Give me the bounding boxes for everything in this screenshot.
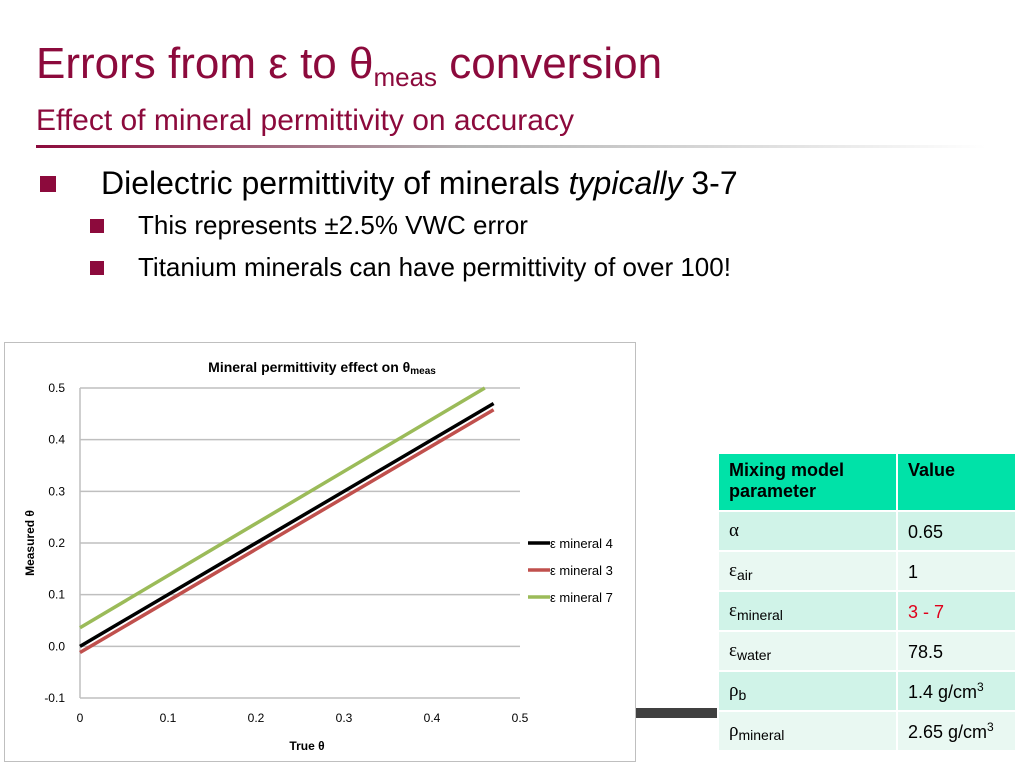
connector-bar <box>636 708 718 718</box>
x-tick-label: 0 <box>77 711 84 725</box>
value-text: 78.5 <box>908 641 944 662</box>
bullet-square-icon <box>90 218 104 233</box>
bullet-main-pre: Dielectric permittivity of minerals <box>101 165 569 201</box>
value-superscript: 3 <box>987 719 994 734</box>
table-row: α 0.65 <box>717 510 1017 552</box>
bullet-sub-1-text: This represents ±2.5% VWC error <box>138 210 528 240</box>
y-tick-label: 0.3 <box>48 484 65 498</box>
value-cell: 0.65 <box>896 510 1017 552</box>
parameter-subscript: b <box>738 686 747 703</box>
parameter-symbol: ρ <box>729 679 739 701</box>
line-chart: 0.5 0.4 0.3 0.2 0.1 0.0 -0.1 0 0.1 0.2 0.3 0.4 0.5 Mi… <box>23 359 613 753</box>
value-text: 3 - 7 <box>908 601 945 622</box>
x-axis-label: True θ <box>289 739 324 753</box>
value-text: 1 <box>908 561 919 582</box>
parameter-subscript: mineral <box>736 606 783 623</box>
x-tick-label: 0.3 <box>336 711 353 725</box>
value-text: 2.65 g/cm <box>908 721 988 742</box>
table-row: εwater 78.5 <box>717 630 1017 672</box>
table-row: ρmineral 2.65 g/cm3 <box>717 710 1017 752</box>
parameter-symbol: ε <box>729 639 737 661</box>
header-value: Value <box>896 452 1017 512</box>
chart-container: 0.5 0.4 0.3 0.2 0.1 0.0 -0.1 0 0.1 0.2 0.3 0.4 0.5 Mi… <box>4 342 636 762</box>
bullet-main: Dielectric permittivity of minerals typi… <box>40 165 738 202</box>
bullet-sub-2: Titanium minerals can have permittivity … <box>90 252 731 283</box>
parameter-cell: εair <box>717 550 898 592</box>
legend-label: ε mineral 3 <box>550 563 613 578</box>
value-cell: 1 <box>896 550 1017 592</box>
slide-subtitle: Effect of mineral permittivity on accura… <box>36 104 574 137</box>
title-main: Errors from ε to θ <box>36 39 374 88</box>
table-row: εair 1 <box>717 550 1017 592</box>
parameter-symbol: ρ <box>729 719 739 741</box>
table-header-row: Mixing model parameter Value <box>717 452 1017 512</box>
x-tick-label: 0.5 <box>512 711 529 725</box>
table-row: ρb 1.4 g/cm3 <box>717 670 1017 712</box>
series-line <box>79 408 495 655</box>
value-cell: 2.65 g/cm3 <box>896 710 1017 752</box>
y-tick-label: 0.0 <box>48 639 65 653</box>
y-tick-label: 0.1 <box>48 588 65 602</box>
y-tick-label: 0.5 <box>48 381 65 395</box>
parameter-subscript: mineral <box>738 726 785 743</box>
parameter-cell: ρb <box>717 670 898 712</box>
value-cell: 78.5 <box>896 630 1017 672</box>
parameter-cell: εmineral <box>717 590 898 632</box>
bullet-main-emphasis: typically <box>568 165 683 201</box>
bullet-square-icon <box>90 260 104 275</box>
parameter-cell: εwater <box>717 630 898 672</box>
slide-title: Errors from ε to θmeas conversion <box>36 39 663 92</box>
value-text: 1.4 g/cm <box>908 681 978 702</box>
header-parameter: Mixing model parameter <box>717 452 898 512</box>
legend-label: ε mineral 7 <box>550 590 613 605</box>
value-text: 0.65 <box>908 521 944 542</box>
bullet-square-icon <box>40 175 56 192</box>
parameter-symbol: ε <box>729 599 737 621</box>
x-tick-label: 0.4 <box>424 711 441 725</box>
bullet-main-post: 3-7 <box>682 165 738 201</box>
chart-title-main: Mineral permittivity effect on θ <box>208 359 410 375</box>
parameter-symbol: α <box>729 519 739 541</box>
legend-label: ε mineral 4 <box>550 536 613 551</box>
x-tick-label: 0.2 <box>248 711 265 725</box>
parameter-symbol: ε <box>729 559 737 581</box>
value-cell: 1.4 g/cm3 <box>896 670 1017 712</box>
bullet-sub-1: This represents ±2.5% VWC error <box>90 210 528 241</box>
y-tick-label: -0.1 <box>44 691 65 705</box>
chart-title: Mineral permittivity effect on θmeas <box>208 359 436 377</box>
y-axis-label: Measured θ <box>23 510 37 576</box>
title-subscript: meas <box>373 62 438 92</box>
series-line <box>79 401 495 648</box>
parameter-subscript: water <box>736 646 772 663</box>
title-tail: conversion <box>437 39 663 88</box>
parameter-cell: α <box>717 510 898 552</box>
parameter-table: Mixing model parameter Value α 0.65 εair 1 ε… <box>717 452 1017 752</box>
value-cell: 3 - 7 <box>896 590 1017 632</box>
y-tick-label: 0.4 <box>48 433 65 447</box>
y-tick-label: 0.2 <box>48 536 65 550</box>
bullet-main-text: Dielectric permittivity of minerals typi… <box>101 165 738 202</box>
title-divider <box>36 145 986 148</box>
value-superscript: 3 <box>977 679 984 694</box>
series-line <box>79 386 486 630</box>
parameter-cell: ρmineral <box>717 710 898 752</box>
parameter-subscript: air <box>736 566 753 583</box>
chart-title-subscript: meas <box>410 366 436 377</box>
x-tick-label: 0.1 <box>160 711 177 725</box>
bullet-sub-2-text: Titanium minerals can have permittivity … <box>138 252 731 282</box>
table-row: εmineral 3 - 7 <box>717 590 1017 632</box>
